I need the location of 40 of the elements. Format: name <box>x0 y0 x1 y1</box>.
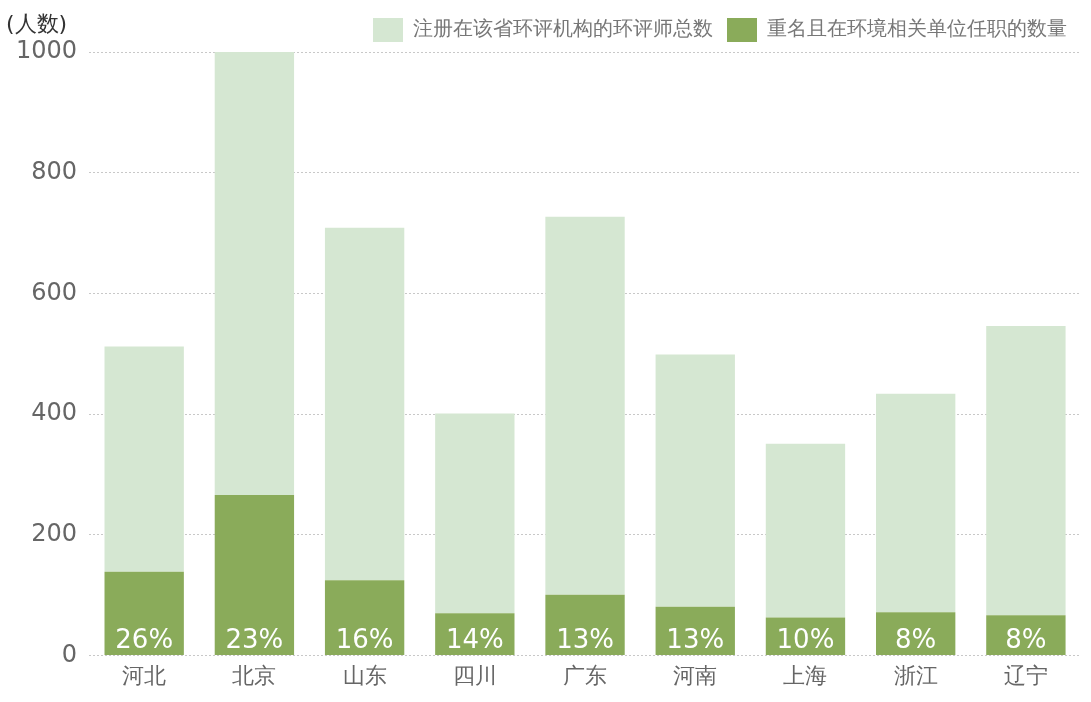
y-tick-label: 800 <box>31 156 78 185</box>
bar <box>104 346 184 572</box>
bar <box>545 594 625 656</box>
x-tick-label: 山东 <box>342 662 387 688</box>
legend-label: 注册在该省环评机构的环评师总数 <box>413 16 713 41</box>
bar <box>876 393 956 613</box>
bar <box>104 571 184 656</box>
x-tick-label: 北京 <box>232 662 277 688</box>
x-tick-label: 四川 <box>452 662 497 688</box>
y-tick-label: 200 <box>31 519 78 548</box>
bar <box>545 216 625 595</box>
x-tick-label: 浙江 <box>893 662 938 688</box>
bar <box>214 495 295 656</box>
y-axis-title: (人数) <box>6 10 68 36</box>
bar <box>214 52 295 496</box>
bar <box>765 443 846 618</box>
legend-label: 重名且在环境相关单位任职的数量 <box>767 16 1067 41</box>
annotation: 10% <box>776 624 835 655</box>
bar <box>435 413 515 614</box>
y-tick-label: 0 <box>61 639 78 668</box>
bar <box>986 326 1066 616</box>
y-tick-label: 400 <box>31 398 78 427</box>
annotation: 13% <box>556 624 614 655</box>
bar <box>324 227 405 581</box>
annotation: 23% <box>225 624 284 655</box>
y-tick-label: 1000 <box>16 36 78 65</box>
x-tick-label: 河北 <box>122 662 167 688</box>
bar <box>324 580 405 656</box>
x-tick-label: 辽宁 <box>1003 662 1048 688</box>
annotation: 13% <box>666 624 725 655</box>
annotation: 8% <box>895 624 937 655</box>
x-tick-label: 上海 <box>783 662 828 688</box>
x-tick-label: 河南 <box>673 662 718 688</box>
annotation: 8% <box>1005 624 1047 655</box>
annotation: 26% <box>115 624 174 655</box>
bar <box>655 354 735 607</box>
y-tick-label: 600 <box>31 277 78 306</box>
annotation: 16% <box>335 624 394 655</box>
x-tick-label: 广东 <box>563 662 608 688</box>
annotation: 14% <box>445 624 504 655</box>
